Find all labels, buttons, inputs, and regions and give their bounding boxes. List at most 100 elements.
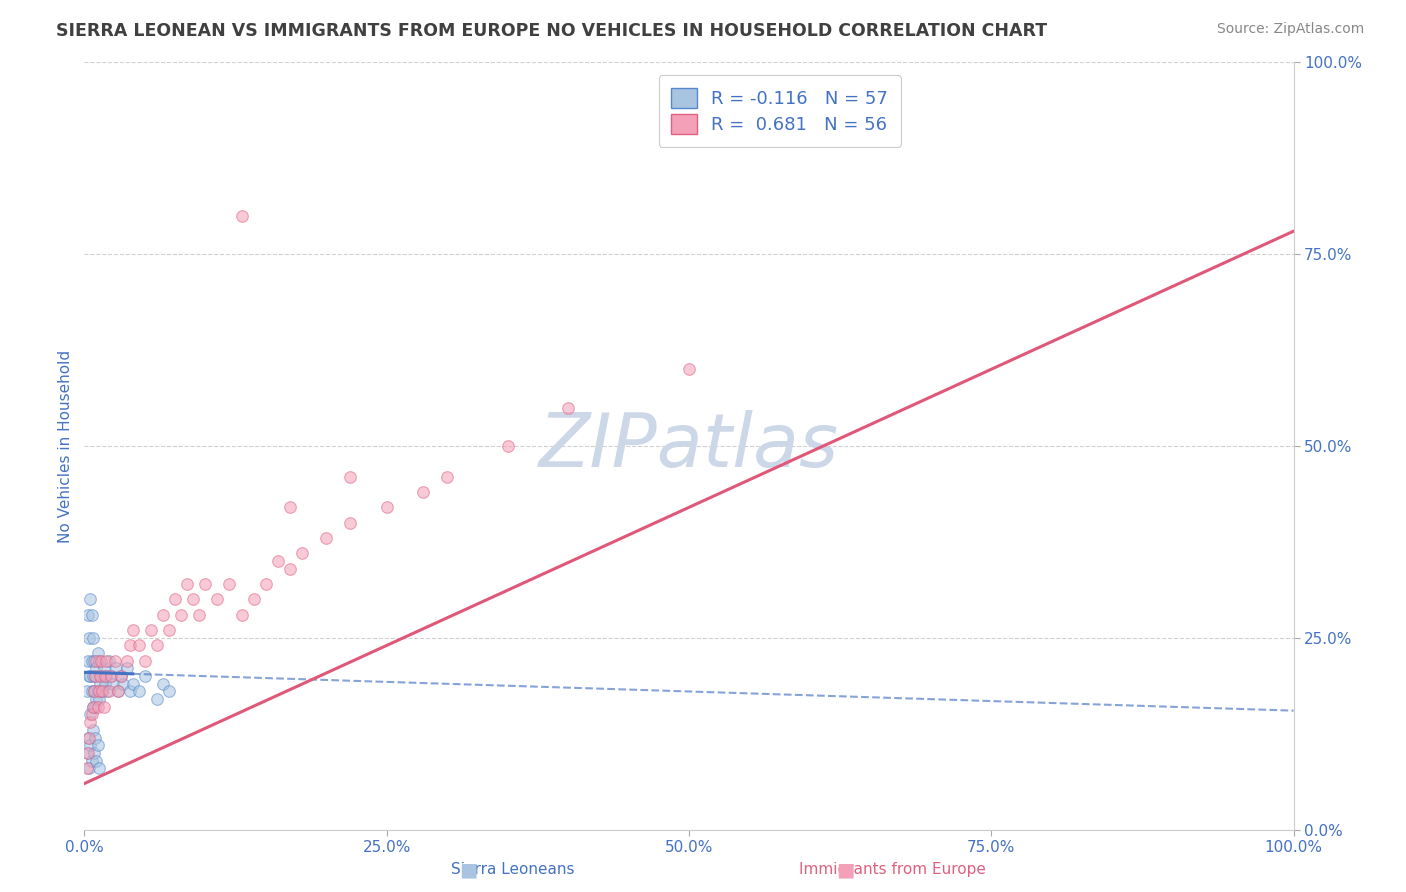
Point	[267, 554, 290, 568]
Point	[181, 592, 204, 607]
Point	[84, 669, 107, 683]
Point	[83, 684, 105, 698]
Text: Source: ZipAtlas.com: Source: ZipAtlas.com	[1216, 22, 1364, 37]
Point	[89, 677, 111, 691]
Point	[115, 654, 138, 668]
Point	[82, 699, 104, 714]
Point	[77, 631, 100, 645]
Point	[80, 754, 103, 768]
Point	[79, 707, 101, 722]
Point	[120, 684, 142, 698]
Point	[77, 731, 100, 745]
Point	[152, 677, 174, 691]
Point	[77, 731, 100, 745]
Point	[77, 746, 100, 760]
Point	[121, 677, 143, 691]
Point	[77, 761, 100, 775]
Point	[90, 654, 112, 668]
Text: ZIPatlas: ZIPatlas	[538, 410, 839, 482]
Point	[94, 654, 117, 668]
Point	[87, 684, 110, 698]
Point	[86, 661, 108, 675]
Point	[496, 439, 519, 453]
Point	[128, 639, 150, 653]
Point	[77, 669, 100, 683]
Point	[110, 669, 132, 683]
Point	[86, 699, 108, 714]
Point	[80, 707, 103, 722]
Point	[315, 531, 337, 545]
Point	[83, 684, 105, 698]
Point	[76, 761, 98, 775]
Point	[86, 692, 108, 706]
Point	[103, 677, 125, 691]
Point	[82, 669, 104, 683]
Point	[86, 738, 108, 752]
Text: Sierra Leoneans: Sierra Leoneans	[451, 863, 575, 877]
Point	[557, 401, 579, 415]
Point	[89, 669, 111, 683]
Point	[278, 500, 301, 515]
Point	[194, 577, 217, 591]
Point	[93, 661, 115, 675]
Point	[76, 746, 98, 760]
Point	[128, 684, 150, 698]
Point	[80, 654, 103, 668]
Point	[94, 669, 117, 683]
Y-axis label: No Vehicles in Household: No Vehicles in Household	[58, 350, 73, 542]
Point	[79, 592, 101, 607]
Point	[77, 607, 100, 622]
Point	[82, 723, 104, 737]
Point	[84, 731, 107, 745]
Point	[107, 684, 129, 698]
Point	[146, 639, 169, 653]
Text: ■: ■	[460, 860, 478, 880]
Point	[110, 669, 132, 683]
Point	[82, 699, 104, 714]
Point	[91, 684, 114, 698]
Point	[254, 577, 277, 591]
Point	[188, 607, 211, 622]
Point	[87, 692, 110, 706]
Point	[291, 546, 314, 560]
Point	[80, 607, 103, 622]
Point	[412, 485, 434, 500]
Point	[91, 684, 114, 698]
Point	[121, 623, 143, 637]
Point	[134, 669, 156, 683]
Point	[94, 677, 117, 691]
Point	[339, 469, 361, 483]
Point	[242, 592, 264, 607]
Point	[115, 661, 138, 675]
Point	[100, 669, 122, 683]
Point	[79, 669, 101, 683]
Point	[82, 631, 104, 645]
Point	[218, 577, 240, 591]
Point	[134, 654, 156, 668]
Text: ■: ■	[837, 860, 855, 880]
Point	[94, 669, 117, 683]
Point	[139, 623, 162, 637]
Point	[120, 639, 142, 653]
Point	[436, 469, 458, 483]
Point	[152, 607, 174, 622]
Point	[80, 684, 103, 698]
Legend: R = -0.116   N = 57, R =  0.681   N = 56: R = -0.116 N = 57, R = 0.681 N = 56	[658, 75, 901, 146]
Point	[96, 684, 118, 698]
Point	[77, 654, 100, 668]
Point	[278, 562, 301, 576]
Point	[170, 607, 193, 622]
Point	[86, 684, 108, 698]
Point	[107, 684, 129, 698]
Point	[157, 623, 180, 637]
Point	[231, 209, 253, 223]
Point	[100, 669, 122, 683]
Point	[86, 646, 108, 660]
Point	[375, 500, 398, 515]
Text: Immigrants from Europe: Immigrants from Europe	[800, 863, 986, 877]
Point	[84, 669, 107, 683]
Point	[146, 692, 169, 706]
Point	[678, 362, 700, 376]
Point	[97, 684, 120, 698]
Point	[83, 654, 105, 668]
